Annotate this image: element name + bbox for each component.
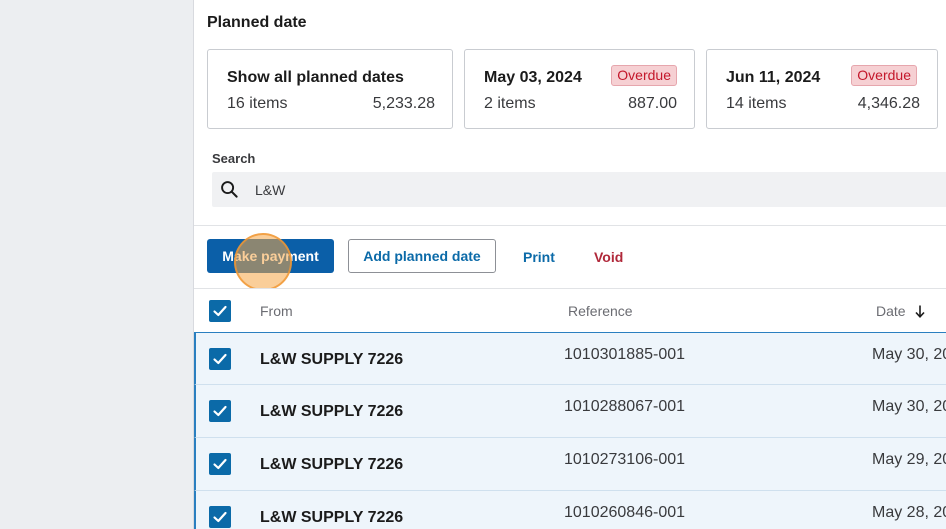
section-divider (194, 225, 946, 226)
card-planned-date-jun-11[interactable]: Jun 11, 2024 Overdue 14 items 4,346.28 (706, 49, 938, 129)
checkmark-icon (213, 405, 227, 417)
search-value: L&W (255, 182, 286, 198)
cell-date: May 30, 20 (872, 398, 946, 415)
column-header-reference[interactable]: Reference (568, 303, 633, 319)
search-label: Search (212, 151, 256, 166)
table-row[interactable]: L&W SUPPLY 7226 1010273106-001 May 29, 2… (194, 438, 946, 491)
cell-from: L&W SUPPLY 7226 (260, 351, 404, 368)
card-title: May 03, 2024 (484, 69, 582, 86)
table-row[interactable]: L&W SUPPLY 7226 1010260846-001 May 28, 2… (194, 491, 946, 529)
column-header-from[interactable]: From (260, 303, 293, 319)
cell-date: May 30, 20 (872, 346, 946, 363)
make-payment-button[interactable]: Make payment (207, 239, 334, 273)
cell-reference: 1010301885-001 (564, 346, 686, 363)
cell-reference: 1010260846-001 (564, 504, 686, 521)
row-checkbox[interactable] (209, 453, 231, 475)
card-count: 16 items (227, 95, 288, 112)
table-row[interactable]: L&W SUPPLY 7226 1010288067-001 May 30, 2… (194, 385, 946, 438)
checkmark-icon (213, 305, 227, 317)
arrow-down-icon[interactable] (915, 305, 925, 318)
planned-date-heading: Planned date (207, 14, 307, 31)
overdue-badge: Overdue (611, 65, 677, 86)
row-checkbox[interactable] (209, 348, 231, 370)
cell-from: L&W SUPPLY 7226 (260, 456, 404, 473)
table-body: L&W SUPPLY 7226 1010301885-001 May 30, 2… (194, 332, 946, 529)
select-all-checkbox[interactable] (209, 300, 231, 322)
print-button[interactable]: Print (523, 249, 555, 265)
card-title: Jun 11, 2024 (726, 69, 821, 86)
table-header: From Reference Date (194, 288, 946, 332)
column-header-date[interactable]: Date (876, 303, 906, 319)
add-planned-date-button[interactable]: Add planned date (348, 239, 496, 273)
void-button[interactable]: Void (594, 249, 624, 265)
card-title: Show all planned dates (227, 69, 404, 86)
checkmark-icon (213, 353, 227, 365)
checkmark-icon (213, 458, 227, 470)
cell-date: May 29, 20 (872, 451, 946, 468)
left-navigation-rail (0, 0, 194, 529)
overdue-badge: Overdue (851, 65, 917, 86)
row-checkbox[interactable] (209, 400, 231, 422)
checkmark-icon (213, 511, 227, 523)
card-planned-date-may-03[interactable]: May 03, 2024 Overdue 2 items 887.00 (464, 49, 695, 129)
search-input[interactable]: L&W (212, 172, 946, 207)
cell-from: L&W SUPPLY 7226 (260, 403, 404, 420)
search-icon (221, 181, 238, 198)
card-count: 2 items (484, 95, 536, 112)
card-count: 14 items (726, 95, 787, 112)
row-checkbox[interactable] (209, 506, 231, 528)
cell-reference: 1010273106-001 (564, 451, 686, 468)
card-show-all-planned-dates[interactable]: Show all planned dates 16 items 5,233.28 (207, 49, 453, 129)
cell-from: L&W SUPPLY 7226 (260, 509, 404, 526)
table-row[interactable]: L&W SUPPLY 7226 1010301885-001 May 30, 2… (194, 332, 946, 385)
cell-date: May 28, 20 (872, 504, 946, 521)
card-amount: 4,346.28 (857, 95, 920, 112)
main-panel: Planned date Show all planned dates 16 i… (194, 0, 946, 529)
cell-reference: 1010288067-001 (564, 398, 686, 415)
card-amount: 5,233.28 (372, 95, 435, 112)
card-amount: 887.00 (628, 95, 677, 112)
